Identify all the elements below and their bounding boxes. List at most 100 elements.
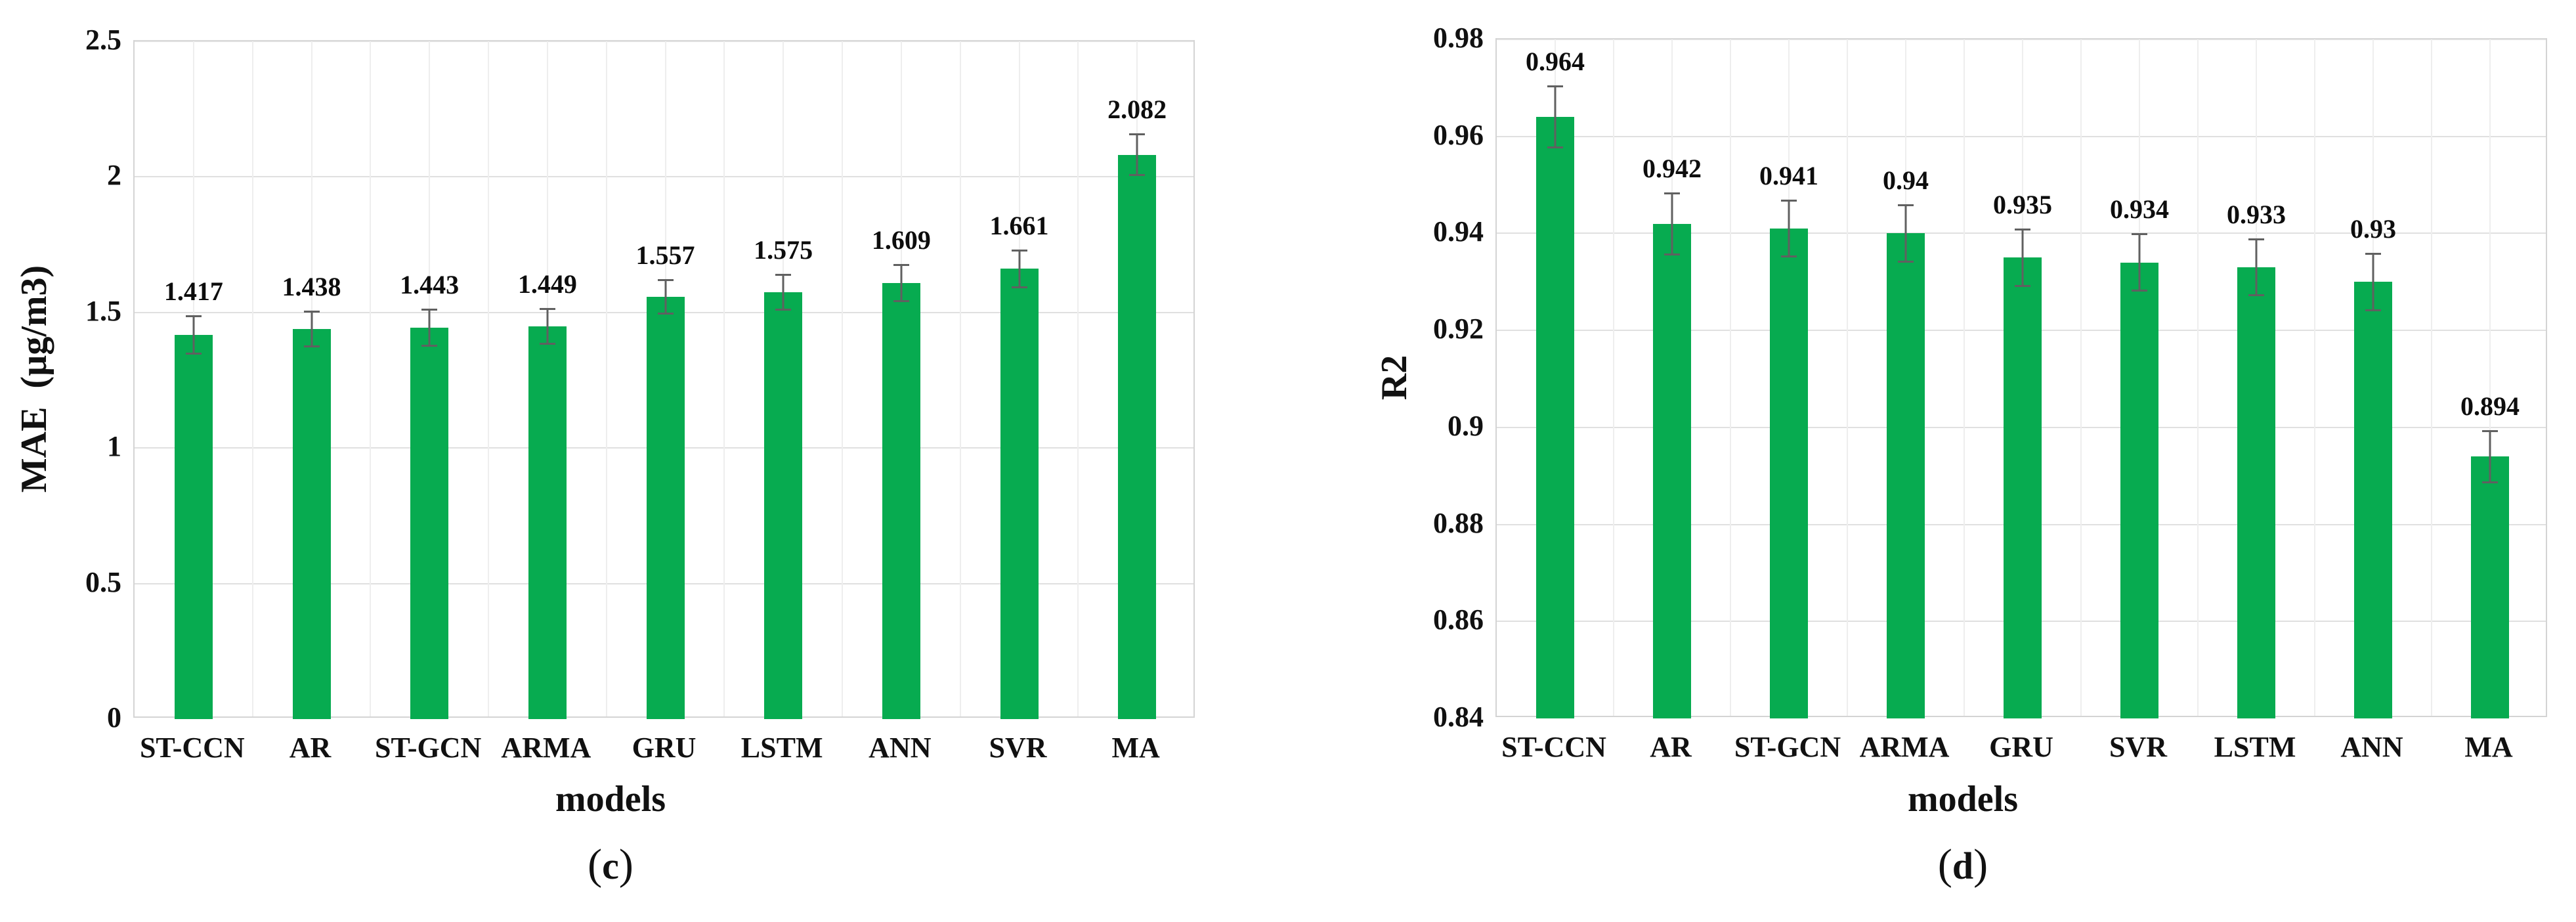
x-tick-label: ST-CCN xyxy=(1501,731,1606,763)
bar-value-label: 0.933 xyxy=(2227,199,2286,229)
v-gridline xyxy=(2197,39,2199,716)
error-bar xyxy=(657,279,674,315)
y-axis-tick-labels: 0 0.5 1 1.5 2 2.5 xyxy=(0,24,121,734)
x-tick-label: ARMA xyxy=(1859,731,1950,763)
error-bar xyxy=(539,307,555,345)
bar-value-label: 0.942 xyxy=(1642,153,1702,183)
caption-open-paren: ( xyxy=(1937,841,1952,889)
error-bar xyxy=(2365,252,2381,311)
bar-value-label: 1.661 xyxy=(989,210,1049,240)
y-tick-label: 0.94 xyxy=(1433,215,1484,248)
error-bar xyxy=(1129,133,1146,176)
x-tick-label: ANN xyxy=(2340,731,2403,763)
caption-letter: d xyxy=(1952,845,1974,887)
error-bar-line xyxy=(2255,240,2258,295)
bar-value-label: 0.941 xyxy=(1759,160,1818,190)
error-bar-line xyxy=(1671,194,1673,253)
y-tick-label: 2 xyxy=(107,159,121,192)
error-bar-line xyxy=(1136,135,1138,174)
error-bar xyxy=(775,273,792,311)
v-gridline xyxy=(1964,39,1965,716)
plot-area-c: 1.417 1.438 1.443 1.449 1.557 1.575 1.609 1.661… xyxy=(133,40,1195,719)
v-gridline xyxy=(1847,39,1848,716)
bar xyxy=(292,329,331,719)
error-bar-line xyxy=(664,281,666,313)
bar-value-label: 1.609 xyxy=(871,225,931,255)
h-gridline xyxy=(135,41,1193,42)
x-tick-label: ST-GCN xyxy=(375,732,482,764)
bar xyxy=(528,326,567,719)
bar xyxy=(174,335,213,719)
v-gridline xyxy=(1730,39,1731,716)
error-bar xyxy=(1898,204,1914,263)
bar-value-label: 0.94 xyxy=(1883,165,1929,196)
error-bar-line xyxy=(782,275,784,309)
error-bar-line xyxy=(311,313,312,346)
v-gridline xyxy=(251,41,253,716)
error-bar-line xyxy=(1554,87,1556,147)
error-bar xyxy=(893,263,909,302)
v-gridline xyxy=(488,41,489,716)
v-gridline xyxy=(723,41,725,716)
v-gridline xyxy=(605,41,607,716)
caption-close-paren: ) xyxy=(1973,841,1988,889)
bar-value-label: 0.964 xyxy=(1526,47,1585,77)
y-tick-label: 2.5 xyxy=(85,24,121,56)
plot-area-d: 0.964 0.942 0.941 0.94 0.935 0.934 0.933 0.93 0.… xyxy=(1495,38,2547,718)
error-bar-line xyxy=(2489,431,2491,481)
error-bar xyxy=(421,309,438,347)
y-tick-label: 0.5 xyxy=(85,565,121,598)
error-bar-line xyxy=(2372,254,2374,309)
h-gridline xyxy=(1497,232,2546,234)
error-bar xyxy=(185,315,202,355)
bar-value-label: 1.417 xyxy=(163,276,223,307)
h-gridline xyxy=(1497,39,2546,40)
y-tick-label: 0.86 xyxy=(1433,604,1484,636)
caption-close-paren: ) xyxy=(618,841,633,889)
caption-letter: c xyxy=(602,845,619,887)
v-gridline xyxy=(370,41,372,716)
y-tick-label: 0.88 xyxy=(1433,506,1484,539)
error-bar xyxy=(2482,429,2498,483)
bar xyxy=(1653,223,1691,718)
v-gridline xyxy=(2489,39,2491,716)
error-bar xyxy=(1011,249,1027,289)
bar xyxy=(646,297,685,719)
y-tick-label: 0.96 xyxy=(1433,118,1484,151)
y-tick-label: 0.9 xyxy=(1448,409,1484,442)
bar xyxy=(1118,154,1157,719)
bar-value-label: 1.449 xyxy=(517,269,577,299)
x-tick-label: GRU xyxy=(1989,731,2053,763)
x-axis-title-models: models xyxy=(555,779,666,820)
error-bar-line xyxy=(1018,251,1020,287)
x-tick-label: ARMA xyxy=(501,732,591,764)
bar xyxy=(1770,229,1808,718)
bar-value-label: 0.935 xyxy=(1993,190,2052,220)
error-bar-line xyxy=(2138,235,2141,290)
bar xyxy=(2004,257,2042,718)
bar xyxy=(882,282,920,719)
bar xyxy=(2237,267,2275,718)
x-tick-label: MA xyxy=(1111,732,1160,764)
bar-value-label: 1.438 xyxy=(282,272,341,302)
bar xyxy=(2120,262,2158,718)
bar-value-label: 0.93 xyxy=(2350,213,2396,244)
v-gridline xyxy=(2431,39,2432,716)
bar xyxy=(1000,269,1039,719)
bar-value-label: 1.557 xyxy=(635,240,695,271)
caption-open-paren: ( xyxy=(588,841,603,889)
error-bar-line xyxy=(1788,201,1790,256)
panel-caption-c: (c) xyxy=(588,841,633,890)
error-bar-line xyxy=(192,317,195,353)
bar-value-label: 1.575 xyxy=(754,234,813,265)
x-tick-label: AR xyxy=(1650,731,1692,763)
x-axis-tick-labels: ST-CCN AR ST-GCN ARMA GRU LSTM ANN SVR MA xyxy=(0,731,1288,770)
y-tick-label: 1.5 xyxy=(85,294,121,327)
y-tick-label: 0.92 xyxy=(1433,313,1484,345)
error-bar-line xyxy=(1904,206,1907,261)
x-tick-label: LSTM xyxy=(2214,731,2296,763)
x-tick-label: ST-CCN xyxy=(139,732,245,764)
x-tick-label: SVR xyxy=(2109,731,2168,763)
error-bar-line xyxy=(428,311,431,345)
